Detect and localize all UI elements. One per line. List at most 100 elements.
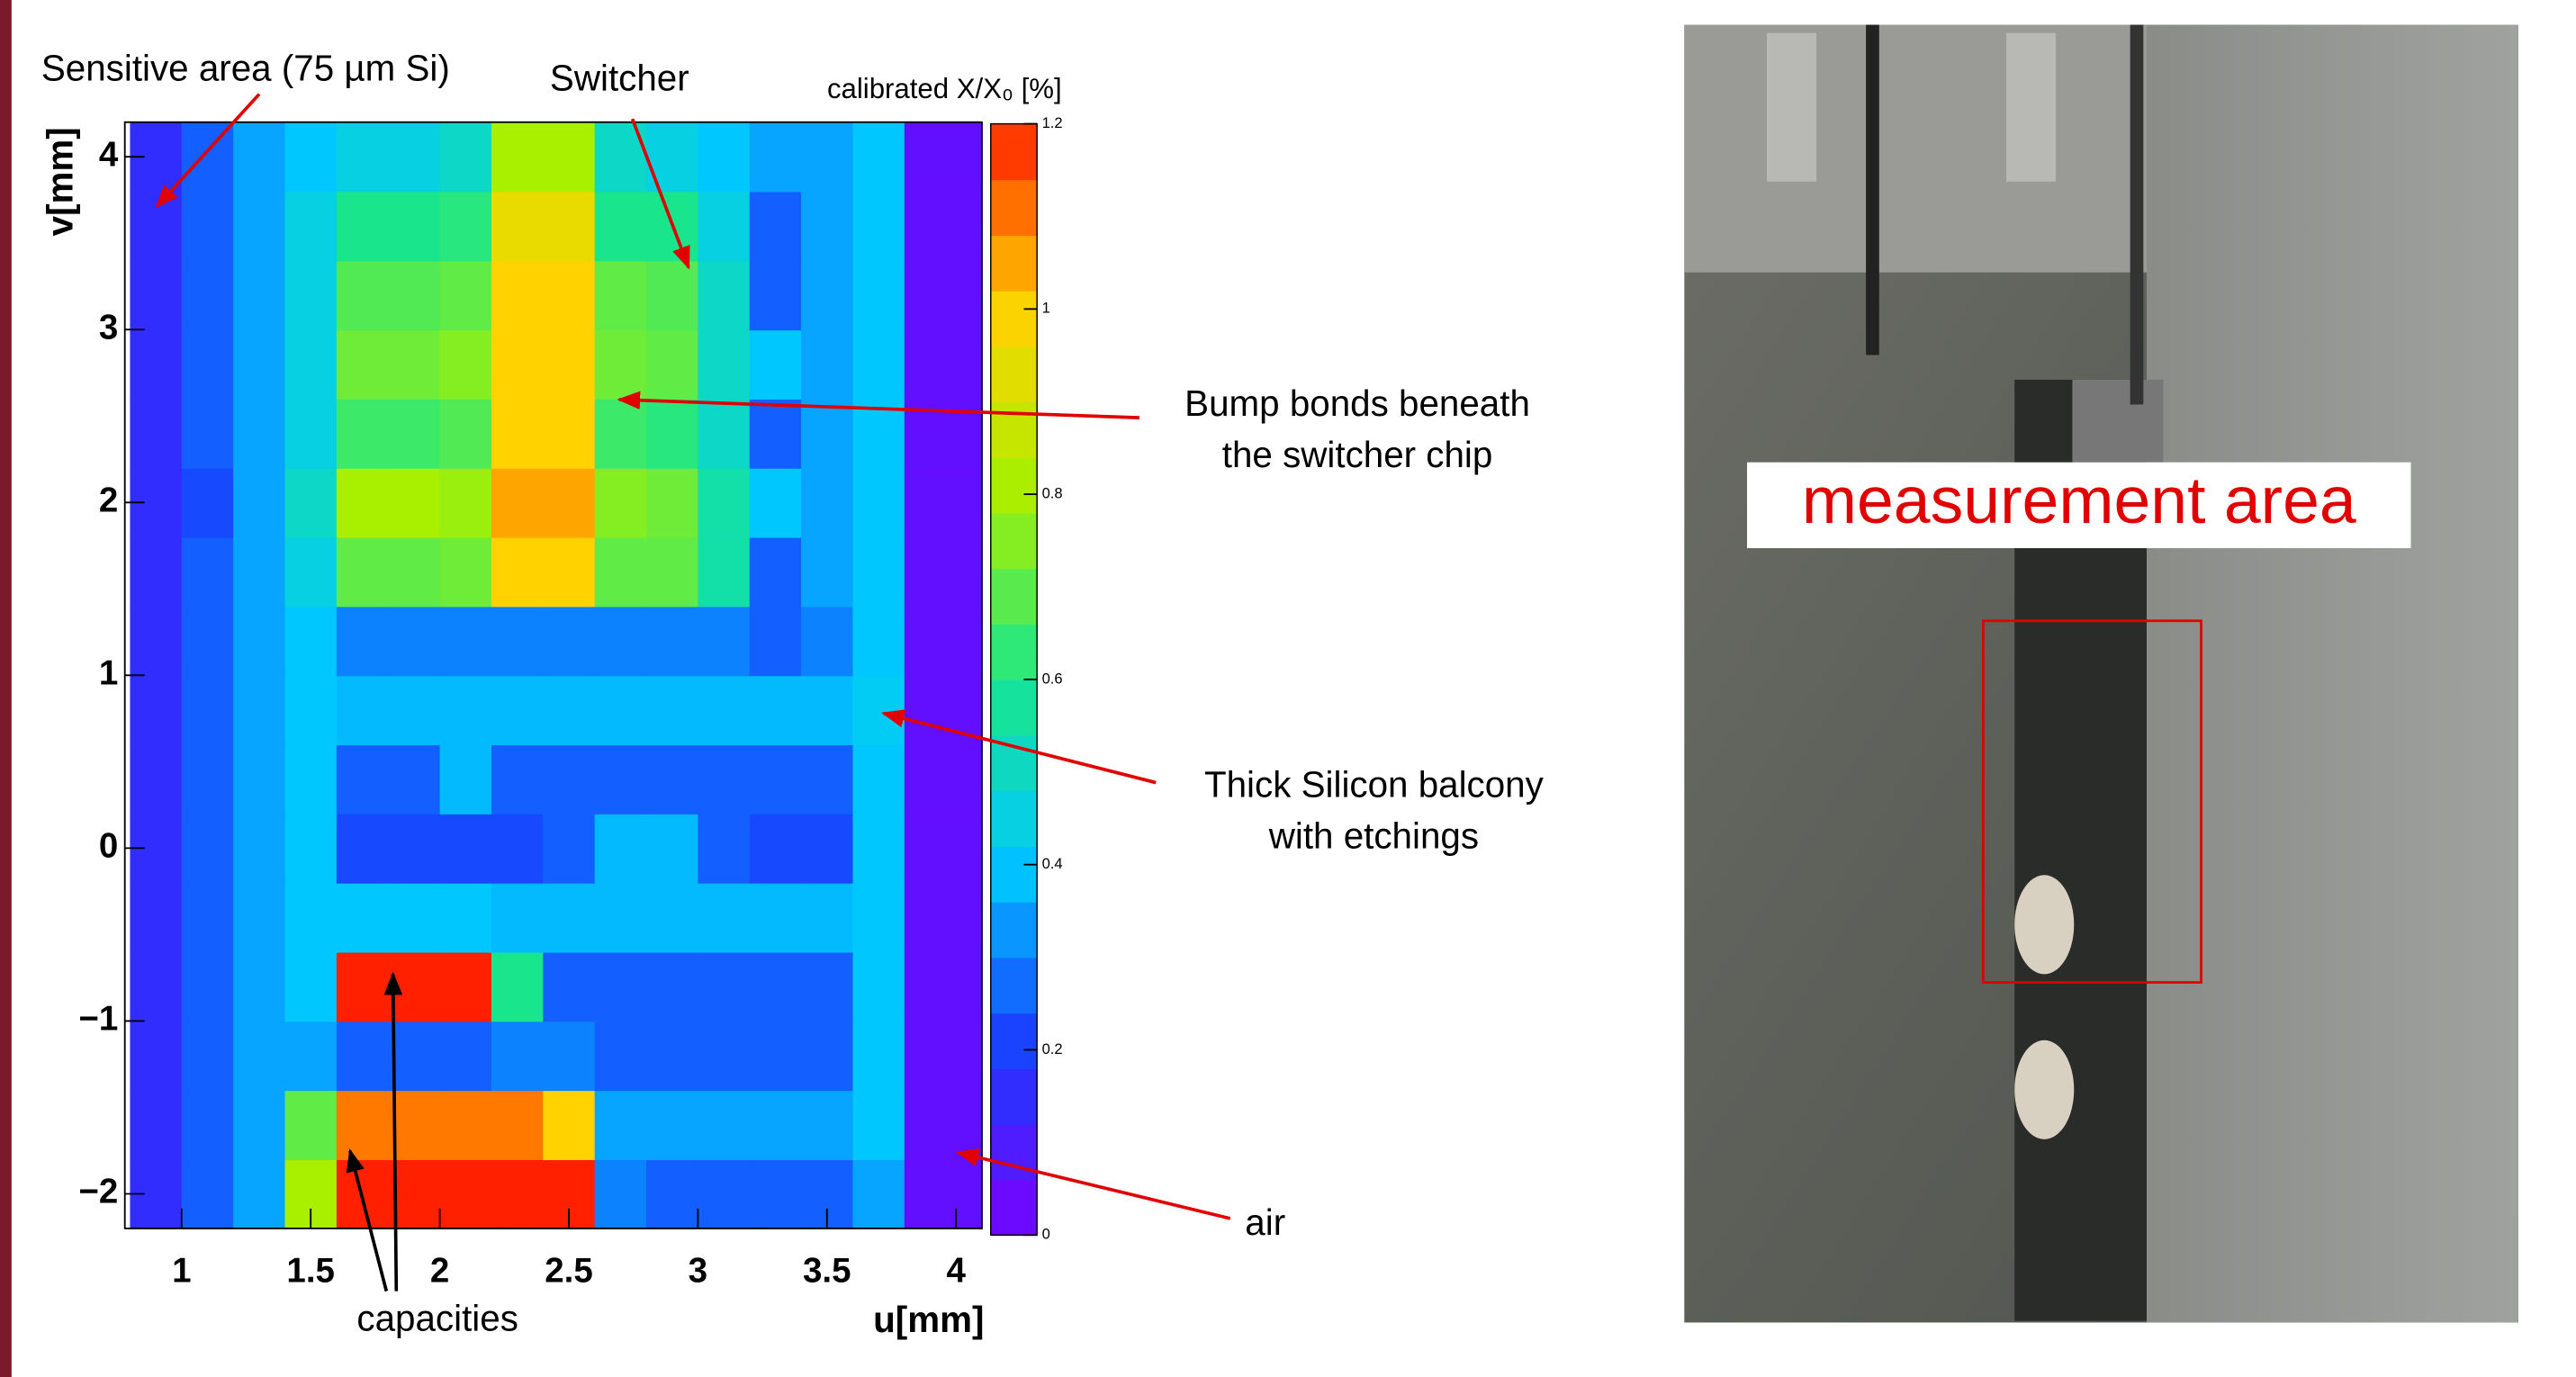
heatmap-cell	[698, 1159, 751, 1229]
heatmap-cell	[284, 467, 338, 538]
heatmap-cell	[852, 813, 905, 884]
heatmap-cell	[284, 260, 338, 331]
heatmap-cell	[388, 329, 441, 400]
heatmap-cell	[130, 399, 183, 469]
annotation: Bump bonds beneath	[1184, 382, 1530, 424]
heatmap-cell	[852, 1021, 905, 1092]
heatmap-cell	[594, 260, 647, 331]
y-tick-label: 1	[99, 653, 118, 692]
heatmap-cell	[388, 399, 441, 469]
heatmap-cell	[439, 882, 492, 953]
heatmap-cell	[491, 675, 545, 746]
heatmap-cell	[439, 329, 492, 400]
heatmap-cell	[852, 606, 905, 677]
heatmap-cell	[388, 260, 441, 331]
heatmap-cell	[646, 329, 699, 400]
colorbar-tick-label: 1	[1042, 301, 1050, 317]
colorbar-step	[990, 1012, 1038, 1069]
heatmap-cell	[336, 329, 390, 400]
photo-line	[2130, 24, 2144, 405]
heatmap-cell	[491, 1159, 545, 1229]
photo-capacitor	[2014, 875, 2075, 975]
heatmap-cell	[543, 399, 596, 469]
heatmap-cell	[233, 1021, 286, 1092]
heatmap-cell	[852, 675, 905, 746]
colorbar-tick-label: 0.6	[1042, 670, 1063, 687]
heatmap-cell	[284, 1021, 338, 1092]
heatmap-cell	[801, 1021, 854, 1092]
heatmap-cell	[749, 744, 803, 814]
photo-plate	[2147, 24, 2518, 1323]
heatmap-cell	[646, 260, 699, 331]
y-tick-label: −2	[78, 1173, 118, 1211]
heatmap-cell	[594, 675, 647, 746]
colorbar-step	[990, 568, 1038, 626]
y-tick-label: 2	[99, 481, 118, 519]
heatmap-cell	[904, 1159, 983, 1229]
heatmap-cell	[698, 882, 751, 953]
colorbar-title: calibrated X/X₀ [%]	[827, 73, 1062, 104]
heatmap-cell	[698, 399, 751, 469]
x-tick-label: 3.5	[803, 1252, 851, 1291]
heatmap-cell	[439, 260, 492, 331]
x-tick-label: 1	[172, 1252, 191, 1291]
heatmap-cell	[130, 675, 183, 746]
heatmap-cell	[543, 260, 596, 331]
heatmap-cell	[491, 606, 545, 677]
heatmap-cell	[439, 744, 492, 814]
heatmap-cell	[646, 813, 699, 884]
heatmap-cell	[852, 882, 905, 953]
heatmap-cell	[698, 191, 751, 262]
heatmap-cell	[698, 329, 751, 400]
annotation-arrow	[383, 971, 403, 1292]
heatmap-cell	[543, 675, 596, 746]
heatmap-cell	[233, 260, 286, 331]
heatmap-cell	[491, 536, 545, 608]
heatmap-cell	[284, 1090, 338, 1160]
heatmap-cell	[801, 606, 854, 677]
heatmap-cell	[801, 191, 854, 262]
annotation: capacities	[356, 1297, 518, 1338]
colorbar-step	[990, 679, 1038, 736]
heatmap-cell	[749, 882, 803, 953]
heatmap-cell	[284, 122, 338, 193]
heatmap-cell	[388, 122, 441, 193]
heatmap-cell	[336, 399, 390, 469]
heatmap-cell	[594, 399, 647, 469]
heatmap-cell	[904, 813, 983, 884]
heatmap-cell	[749, 467, 803, 538]
heatmap-cell	[801, 467, 854, 538]
heatmap-cell	[698, 744, 751, 814]
label-box	[1747, 462, 2411, 549]
heatmap-cell	[646, 606, 699, 677]
heatmap-cell	[336, 1090, 390, 1160]
heatmap-cell	[336, 122, 390, 193]
heatmap-cell	[749, 260, 803, 331]
heatmap-cell	[181, 399, 235, 469]
heatmap-cell	[130, 1021, 183, 1092]
heatmap-cell	[130, 1090, 183, 1160]
colorbar-tick-label: 0.4	[1042, 856, 1063, 872]
heatmap-cell	[388, 467, 441, 538]
heatmap-cell	[181, 260, 235, 331]
heatmap-cell	[749, 1159, 803, 1229]
heatmap-cell	[749, 329, 803, 400]
heatmap-cell	[543, 122, 596, 193]
heatmap-cell	[130, 744, 183, 814]
heatmap-cell	[130, 882, 183, 953]
heatmap-cell	[543, 882, 596, 953]
photo-label: measurement area	[1802, 464, 2356, 537]
heatmap-cell	[336, 191, 390, 262]
x-tick-label: 3	[689, 1252, 707, 1291]
left-border	[0, 0, 12, 1377]
heatmap-cell	[388, 951, 441, 1022]
y-axis-label: v[mm]	[39, 127, 80, 236]
heatmap-cell	[439, 399, 492, 469]
heatmap-cell	[491, 122, 545, 193]
heatmap-cell	[388, 813, 441, 884]
heatmap-cell	[388, 1021, 441, 1092]
heatmap-cell	[439, 1090, 492, 1160]
heatmap-cell	[336, 744, 390, 814]
heatmap-cell	[543, 1090, 596, 1160]
heatmap-cell	[439, 1021, 492, 1092]
